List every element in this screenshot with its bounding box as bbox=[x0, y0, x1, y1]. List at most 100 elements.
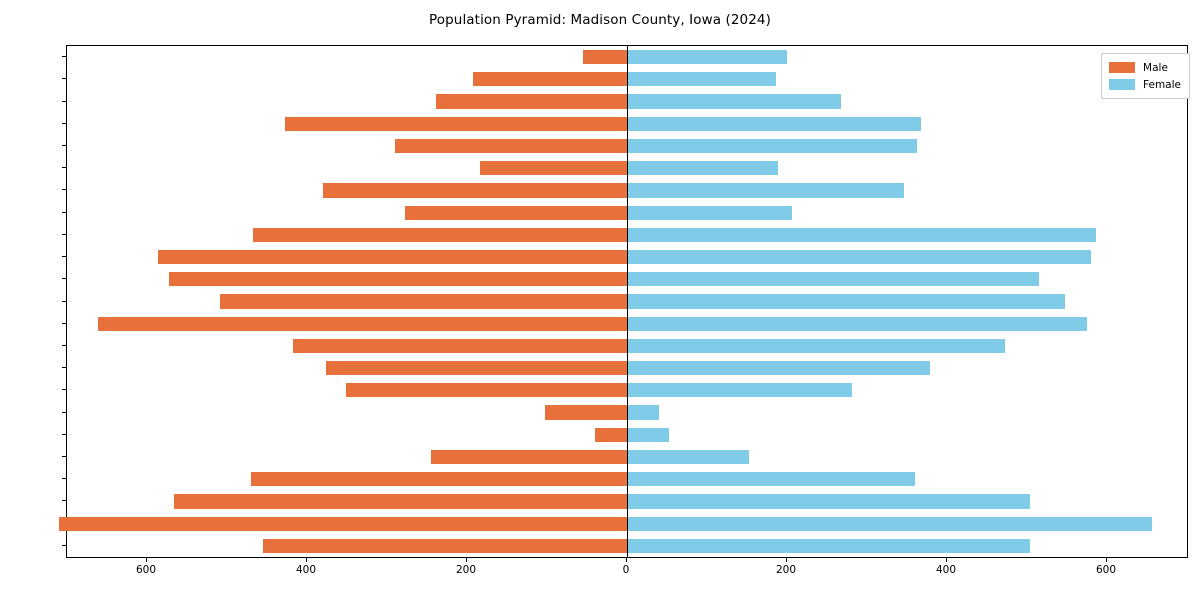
y-tick-mark bbox=[62, 233, 66, 235]
y-tick-mark bbox=[62, 300, 66, 302]
bars-layer bbox=[59, 46, 1187, 557]
bar-female bbox=[627, 116, 921, 131]
y-tick-mark bbox=[62, 167, 66, 169]
bar-female bbox=[627, 427, 670, 442]
bar-row bbox=[67, 205, 1187, 220]
x-tick-mark bbox=[466, 558, 467, 562]
bar-female bbox=[627, 138, 917, 154]
bar-female bbox=[627, 294, 1066, 309]
bar-row bbox=[67, 161, 1187, 176]
legend-swatch-male bbox=[1109, 62, 1136, 73]
y-tick-mark bbox=[62, 189, 66, 191]
y-tick-mark bbox=[62, 256, 66, 258]
y-tick-mark bbox=[62, 278, 66, 280]
bar-male bbox=[435, 94, 627, 109]
bar-female bbox=[627, 205, 792, 220]
zero-axis-line bbox=[627, 46, 628, 557]
bar-male bbox=[545, 405, 627, 420]
y-tick-mark bbox=[62, 211, 66, 213]
bar-row bbox=[67, 249, 1187, 265]
bar-male bbox=[395, 138, 627, 154]
bar-male bbox=[405, 205, 627, 220]
bar-female bbox=[627, 249, 1091, 265]
bar-female bbox=[627, 161, 779, 176]
bar-female bbox=[627, 183, 904, 198]
bar-male bbox=[431, 449, 627, 465]
y-tick-mark bbox=[62, 144, 66, 146]
bar-female bbox=[627, 494, 1031, 509]
x-tick-mark bbox=[146, 558, 147, 562]
legend-label-male: Male bbox=[1143, 61, 1168, 74]
x-tick-label: 600 bbox=[135, 564, 157, 576]
bar-female bbox=[627, 94, 841, 109]
plot-area bbox=[59, 45, 1188, 558]
x-tick-mark bbox=[1106, 558, 1107, 562]
bar-row bbox=[67, 94, 1187, 109]
bar-male bbox=[326, 361, 627, 376]
legend-entry-female: Female bbox=[1109, 76, 1181, 93]
bar-male bbox=[595, 427, 627, 442]
y-tick-mark bbox=[62, 56, 66, 58]
y-tick-mark bbox=[62, 500, 66, 502]
bar-row bbox=[67, 361, 1187, 376]
x-tick-label: 200 bbox=[455, 564, 477, 576]
y-tick-mark bbox=[62, 456, 66, 458]
bar-male bbox=[174, 494, 627, 509]
y-tick-mark bbox=[62, 322, 66, 324]
bar-male bbox=[479, 161, 627, 176]
y-tick-mark bbox=[62, 433, 66, 435]
bar-male bbox=[59, 516, 627, 531]
bar-row bbox=[67, 316, 1187, 331]
bar-row bbox=[67, 227, 1187, 242]
x-tick-label: 400 bbox=[935, 564, 957, 576]
bar-male bbox=[292, 338, 627, 354]
bar-male bbox=[252, 227, 627, 242]
x-tick-label: 600 bbox=[1095, 564, 1117, 576]
bar-male bbox=[285, 116, 627, 131]
bar-female bbox=[627, 316, 1087, 331]
bar-female bbox=[627, 516, 1152, 531]
bar-row bbox=[67, 183, 1187, 198]
y-tick-mark bbox=[62, 544, 66, 546]
legend-swatch-female bbox=[1109, 79, 1136, 90]
bar-row bbox=[67, 138, 1187, 154]
legend-entry-male: Male bbox=[1109, 59, 1181, 76]
x-tick-label: 400 bbox=[295, 564, 317, 576]
x-tick-mark bbox=[306, 558, 307, 562]
bar-female bbox=[627, 338, 1005, 354]
bar-male bbox=[583, 49, 627, 65]
bar-row bbox=[67, 472, 1187, 487]
bar-male bbox=[98, 316, 627, 331]
bar-female bbox=[627, 472, 915, 487]
bar-female bbox=[627, 361, 931, 376]
bar-female bbox=[627, 538, 1031, 553]
bar-female bbox=[627, 272, 1039, 287]
bar-row bbox=[67, 272, 1187, 287]
bar-male bbox=[168, 272, 627, 287]
bar-male bbox=[158, 249, 627, 265]
y-tick-mark bbox=[62, 478, 66, 480]
bar-row bbox=[67, 494, 1187, 509]
bar-row bbox=[67, 383, 1187, 398]
bar-row bbox=[67, 338, 1187, 354]
y-tick-mark bbox=[62, 389, 66, 391]
bar-female bbox=[627, 449, 750, 465]
bar-female bbox=[627, 405, 659, 420]
bar-female bbox=[627, 72, 776, 87]
y-tick-mark bbox=[62, 78, 66, 80]
bar-row bbox=[59, 516, 1187, 531]
bar-female bbox=[627, 227, 1096, 242]
x-tick-mark bbox=[946, 558, 947, 562]
y-tick-mark bbox=[62, 100, 66, 102]
bar-male bbox=[251, 472, 627, 487]
bar-male bbox=[323, 183, 627, 198]
bar-row bbox=[67, 294, 1187, 309]
bar-male bbox=[263, 538, 627, 553]
bar-row bbox=[67, 49, 1187, 65]
bar-row bbox=[67, 72, 1187, 87]
chart-title: Population Pyramid: Madison County, Iowa… bbox=[429, 12, 771, 28]
bar-male bbox=[472, 72, 627, 87]
y-tick-mark bbox=[62, 122, 66, 124]
x-tick-mark bbox=[786, 558, 787, 562]
